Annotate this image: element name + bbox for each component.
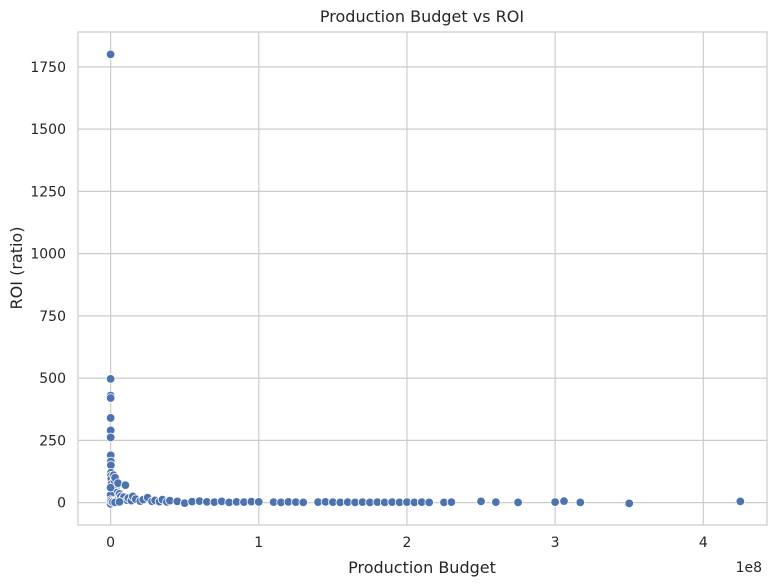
data-point bbox=[476, 496, 486, 507]
y-tick-label: 0 bbox=[57, 496, 66, 512]
data-point bbox=[254, 497, 264, 507]
y-tick-label: 1250 bbox=[30, 184, 66, 200]
data-point bbox=[114, 497, 125, 507]
y-tick-label: 500 bbox=[39, 371, 66, 387]
x-tick-label: 1 bbox=[254, 535, 263, 551]
x-tick-label: 4 bbox=[699, 535, 708, 551]
x-gridlines bbox=[109, 32, 704, 525]
y-tick-label: 1750 bbox=[30, 60, 66, 76]
chart-title: Production Budget vs ROI bbox=[320, 7, 524, 26]
y-tick-label: 1500 bbox=[30, 122, 66, 138]
data-point bbox=[624, 498, 634, 509]
data-point bbox=[105, 374, 116, 384]
data-point bbox=[424, 497, 434, 508]
data-point bbox=[105, 482, 116, 493]
data-point bbox=[735, 496, 746, 507]
data-point bbox=[550, 497, 560, 507]
x-tick-label: 2 bbox=[402, 535, 411, 551]
data-points bbox=[105, 49, 746, 509]
data-point bbox=[120, 480, 131, 490]
y-tick-labels: 0 250 500 750 1000 1250 1500 1750 bbox=[30, 60, 66, 512]
data-point bbox=[105, 393, 116, 403]
data-point bbox=[298, 497, 308, 508]
x-tick-labels: 0 1 2 3 4 bbox=[106, 535, 708, 551]
y-axis-title: ROI (ratio) bbox=[7, 227, 26, 310]
data-point bbox=[513, 497, 523, 508]
data-point bbox=[105, 49, 116, 60]
y-gridlines bbox=[78, 66, 767, 504]
x-axis-offset-label: 1e8 bbox=[736, 560, 762, 576]
y-tick-label: 250 bbox=[39, 433, 66, 449]
plot-frame bbox=[77, 31, 768, 526]
data-point bbox=[446, 497, 457, 507]
data-point bbox=[491, 497, 501, 507]
data-point bbox=[559, 496, 569, 506]
y-tick-label: 750 bbox=[39, 309, 66, 325]
y-tick-label: 1000 bbox=[30, 247, 66, 263]
x-tick-label: 3 bbox=[551, 535, 560, 551]
data-point bbox=[575, 497, 586, 508]
data-point bbox=[105, 413, 116, 423]
data-point bbox=[105, 432, 116, 443]
x-tick-label: 0 bbox=[106, 535, 115, 551]
x-axis-title: Production Budget bbox=[348, 558, 496, 577]
